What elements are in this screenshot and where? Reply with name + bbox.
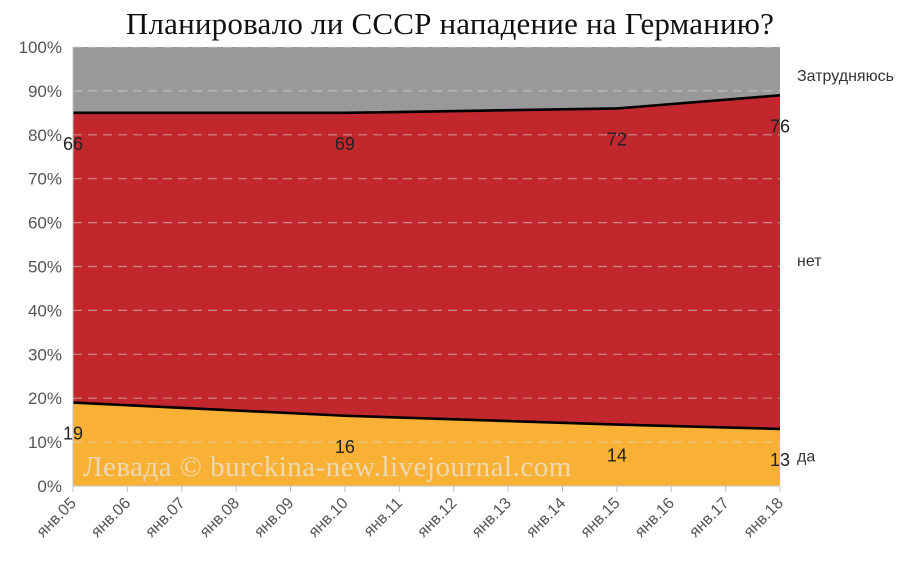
- x-tick-label: янв.11: [361, 495, 406, 540]
- data-label: 66: [63, 134, 83, 154]
- y-tick-label: 100%: [19, 38, 62, 57]
- series-label: Затрудняюсь: [797, 68, 894, 85]
- y-tick-label: 20%: [28, 389, 62, 408]
- series-label: нет: [797, 253, 822, 270]
- data-label: 16: [335, 437, 355, 457]
- x-tick-label: янв.13: [469, 495, 515, 541]
- series-label: да: [797, 448, 815, 465]
- data-label: 76: [770, 116, 790, 136]
- x-tick-label: янв.15: [578, 495, 624, 541]
- data-label: 19: [63, 424, 83, 444]
- y-tick-label: 30%: [28, 345, 62, 364]
- x-tick-label: янв.18: [741, 495, 787, 541]
- watermark-text: Левада © burckina-new.livejournal.com: [83, 451, 572, 483]
- x-tick-label: янв.12: [414, 495, 460, 541]
- data-label: 69: [335, 134, 355, 154]
- x-tick-label: янв.06: [88, 495, 134, 541]
- y-tick-label: 10%: [28, 433, 62, 452]
- y-tick-label: 40%: [28, 301, 62, 320]
- area-da: [73, 402, 780, 486]
- boundary-line-da: [72, 401, 781, 431]
- x-tick-label: янв.17: [686, 495, 732, 541]
- x-tick-label: янв.09: [251, 495, 297, 541]
- y-tick-label: 70%: [28, 170, 62, 189]
- x-tick-label: янв.10: [306, 495, 352, 541]
- data-label: 13: [770, 450, 790, 470]
- y-tick-label: 60%: [28, 214, 62, 233]
- y-tick-label: 80%: [28, 126, 62, 145]
- x-tick-label: янв.08: [197, 495, 243, 541]
- y-tick-label: 0%: [37, 477, 62, 496]
- data-label: 14: [607, 446, 627, 466]
- x-tick-label: янв.05: [34, 495, 80, 541]
- boundary-line-net: [73, 93, 781, 115]
- chart-title: Планировало ли СССР нападение на Германи…: [125, 6, 775, 41]
- x-tick-label: янв.16: [632, 495, 678, 541]
- data-label: 72: [607, 129, 627, 149]
- x-tick-label: янв.14: [523, 495, 569, 541]
- area-net: [73, 95, 780, 429]
- area-zatrudnyayus: [73, 47, 780, 113]
- y-tick-label: 50%: [28, 258, 62, 277]
- x-tick-label: янв.07: [142, 495, 188, 541]
- y-tick-label: 90%: [28, 82, 62, 101]
